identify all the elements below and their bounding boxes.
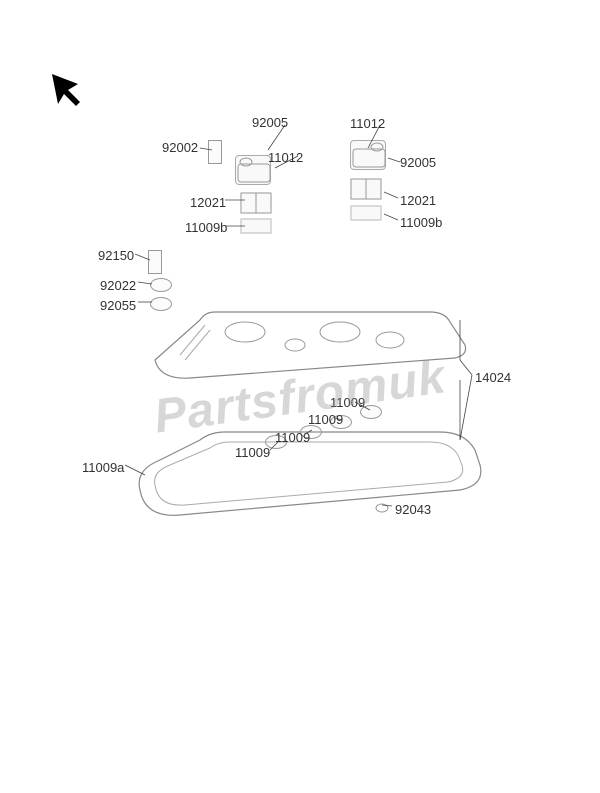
orientation-arrow-icon [50,72,96,123]
part-label-92005b: 92005 [400,155,436,170]
reed-valve-right [350,178,382,200]
part-label-11012b: 11012 [350,116,385,131]
part-label-92022: 92022 [100,278,136,293]
part-label-11009e: 11009 [275,430,310,445]
part-label-92043: 92043 [395,502,431,517]
cylinder-head-cover [150,300,470,380]
reed-valve-left [240,192,272,214]
part-label-11012a: 11012 [268,150,303,165]
part-label-14024: 14024 [475,370,511,385]
bolt-92150 [148,250,162,274]
part-label-11009a: 11009a [82,460,124,475]
part-label-11009f: 11009 [235,445,270,460]
reed-gasket-left [240,218,272,234]
part-label-11009c: 11009 [330,395,365,410]
fitting-left [235,155,271,185]
part-label-11009b1: 11009b [185,220,227,235]
fitting-right [350,140,386,170]
part-label-92002: 92002 [162,140,198,155]
reed-gasket-right [350,205,382,221]
part-label-92005a: 92005 [252,115,288,130]
oring-92055 [150,297,172,311]
part-label-11009d: 11009 [308,412,343,427]
part-label-12021b: 12021 [400,193,436,208]
washer-92022 [150,278,172,292]
part-label-11009b2: 11009b [400,215,442,230]
part-label-12021a: 12021 [190,195,226,210]
parts-diagram: 92005 92002 11012 11012 92005 12021 12021 11009… [0,0,600,793]
bolt-92002 [208,140,222,164]
part-label-92150: 92150 [98,248,134,263]
pin-92043 [375,500,389,510]
part-label-92055: 92055 [100,298,136,313]
